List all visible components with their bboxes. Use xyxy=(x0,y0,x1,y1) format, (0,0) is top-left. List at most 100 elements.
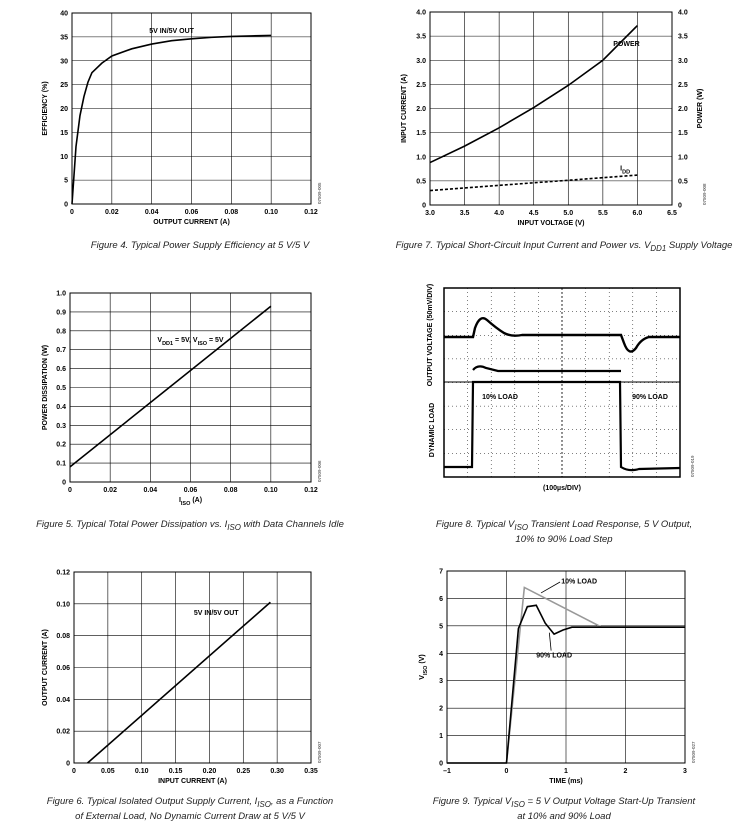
y-tick-label: 0.10 xyxy=(56,601,70,608)
label-90-load: 90% LOAD xyxy=(632,394,668,401)
figure-code: 07509-005 xyxy=(317,182,322,204)
figure-code: 07509-027 xyxy=(691,741,696,763)
y-tick-label: 0.04 xyxy=(56,697,70,704)
x-tick-label: 0 xyxy=(72,768,76,775)
x-tick-label: 0.10 xyxy=(264,487,278,494)
y2-tick-label: 0 xyxy=(678,203,682,210)
x-tick-label: 0 xyxy=(68,487,72,494)
y-tick-label: 7 xyxy=(439,569,443,576)
x-tick-label: 0.04 xyxy=(145,209,159,216)
y-tick-label: 40 xyxy=(60,11,68,18)
x-tick-label: 5.5 xyxy=(598,210,608,217)
figure-code: 07509-007 xyxy=(317,741,322,763)
y-tick-label: 30 xyxy=(60,58,68,65)
x-tick-label: 4.0 xyxy=(494,210,504,217)
x-tick-label: 3 xyxy=(683,768,687,775)
y-axis-label-top: OUTPUT VOLTAGE (50mV/DIV) xyxy=(427,284,434,386)
y-tick-label: 4 xyxy=(439,651,443,658)
y-tick-label: 0.8 xyxy=(56,328,66,335)
y-tick-label: 0.2 xyxy=(56,442,66,449)
y-tick-label: 5 xyxy=(64,178,68,185)
chart-fig8-svg: 10% LOAD 90% LOAD (100µs/DIV) OUTPUT VOLTAG… xyxy=(427,284,695,492)
annotation-label: 5V IN/5V OUT xyxy=(149,28,194,35)
x-tick-label: 0.05 xyxy=(101,768,115,775)
x-tick-label: 0.20 xyxy=(203,768,217,775)
plot-frame xyxy=(429,11,673,206)
figure-code: 07509-019 xyxy=(690,455,695,477)
y-axis-label: POWER DISSIPATION (W) xyxy=(42,345,49,430)
x-tick-label: 5.0 xyxy=(563,210,573,217)
x-tick-label: 0.02 xyxy=(103,487,117,494)
chart-fig5: 0 0.02 0.04 0.06 0.08 0.10 0.12 0 0.1 0.2 0.3 0.4 0.… xyxy=(0,280,374,550)
y-tick-label: 0.1 xyxy=(56,461,66,468)
x-axis-label: INPUT CURRENT (A) xyxy=(158,778,227,785)
y-tick-label: 0.3 xyxy=(56,423,66,430)
x-tick-label: 0.12 xyxy=(304,487,318,494)
plot-area xyxy=(446,570,686,764)
plot-frame xyxy=(73,571,312,764)
plot-frame xyxy=(446,570,686,764)
callout-10 xyxy=(540,581,561,594)
x-tick-label: 0.10 xyxy=(264,209,278,216)
x-tick-label: 0.12 xyxy=(304,209,318,216)
y-axis-label: VISO (V) xyxy=(419,654,429,679)
chart-fig8: 10% LOAD 90% LOAD (100µs/DIV) OUTPUT VOLTAG… xyxy=(374,280,748,550)
x-tick-label: 0.35 xyxy=(304,768,318,775)
series-line-0 xyxy=(71,34,272,205)
plot-area xyxy=(71,12,312,205)
x-tick-label: 0.04 xyxy=(144,487,158,494)
series-label-power: POWER xyxy=(613,41,639,48)
y2-tick-label: 4.0 xyxy=(678,10,688,17)
caption-fig7: Figure 7. Typical Short-Circuit Input Cu… xyxy=(395,240,733,253)
y-tick-label: 2.0 xyxy=(416,106,426,113)
y-tick-label: 0.5 xyxy=(56,385,66,392)
caption-fig9: Figure 9. Typical VISO = 5 V Output Volt… xyxy=(432,796,696,822)
x-tick-label: 1 xyxy=(564,768,568,775)
x-axis-label: TIME (ms) xyxy=(549,778,582,785)
x-tick-label: 0.02 xyxy=(105,209,119,216)
y-tick-label: 0 xyxy=(62,480,66,487)
x-axis-label: OUTPUT CURRENT (A) xyxy=(153,219,230,226)
y-axis-label: EFFICIENCY (%) xyxy=(42,81,49,135)
x-tick-label: 0.25 xyxy=(236,768,250,775)
y-tick-label: 1.5 xyxy=(416,130,426,137)
y-tick-label: 20 xyxy=(60,106,68,113)
chart-fig7-svg: 3.0 3.5 4.0 4.5 5.0 5.5 6.0 6.50 00.5 0.51.0 1.01.… xyxy=(401,10,707,228)
y2-tick-label: 3.0 xyxy=(678,58,688,65)
x-tick-label: 6.0 xyxy=(633,210,643,217)
chart-fig5-svg: 0 0.02 0.04 0.06 0.08 0.10 0.12 0 0.1 0.2 0.3 0.4 0.… xyxy=(42,291,322,508)
plot-area xyxy=(429,11,673,206)
chart-fig6-svg: 0 0.05 0.10 0.15 0.20 0.25 0.30 0.35 0 0.02 0.04 0.… xyxy=(42,570,322,786)
trace-output-voltage xyxy=(444,317,680,353)
x-tick-label: 0.06 xyxy=(185,209,199,216)
y-axis-label: OUTPUT CURRENT (A) xyxy=(42,629,49,706)
chart-fig4-svg: 0 0.02 0.04 0.06 0.08 0.10 0.12 0 5 10 15 20 25 30 35 4… xyxy=(42,11,322,227)
y-tick-label: 0.6 xyxy=(56,366,66,373)
caption-fig5: Figure 5. Typical Total Power Dissipatio… xyxy=(36,519,344,532)
x-tick-label: 0.10 xyxy=(135,768,149,775)
y-tick-label: 0.08 xyxy=(56,633,70,640)
y-axis-label: INPUT CURRENT (A) xyxy=(401,74,408,143)
y-tick-label: 0 xyxy=(422,203,426,210)
plot-area xyxy=(69,292,312,483)
y-tick-label: 0.9 xyxy=(56,309,66,316)
annotation-label: VDD1 = 5V, VISO = 5V xyxy=(157,337,224,347)
y-tick-label: 0.4 xyxy=(56,404,66,411)
y-tick-label: 25 xyxy=(60,82,68,89)
series-line-0 xyxy=(87,601,271,764)
y-tick-label: 1.0 xyxy=(416,154,426,161)
x-tick-label: 0.08 xyxy=(225,209,239,216)
x-tick-label: 0.30 xyxy=(270,768,284,775)
y-tick-label: 1.0 xyxy=(56,291,66,298)
y-tick-label: 2 xyxy=(439,706,443,713)
y-tick-label: 15 xyxy=(60,130,68,137)
x-tick-label: 0.08 xyxy=(224,487,238,494)
x-axis-label: (100µs/DIV) xyxy=(543,485,581,492)
x-tick-label: 3.5 xyxy=(460,210,470,217)
x-tick-label: 2 xyxy=(624,768,628,775)
x-tick-label: 6.5 xyxy=(667,210,677,217)
y-tick-label: 0 xyxy=(64,202,68,209)
caption-fig4: Figure 4. Typical Power Supply Efficienc… xyxy=(90,240,310,251)
plot-frame xyxy=(71,12,312,205)
